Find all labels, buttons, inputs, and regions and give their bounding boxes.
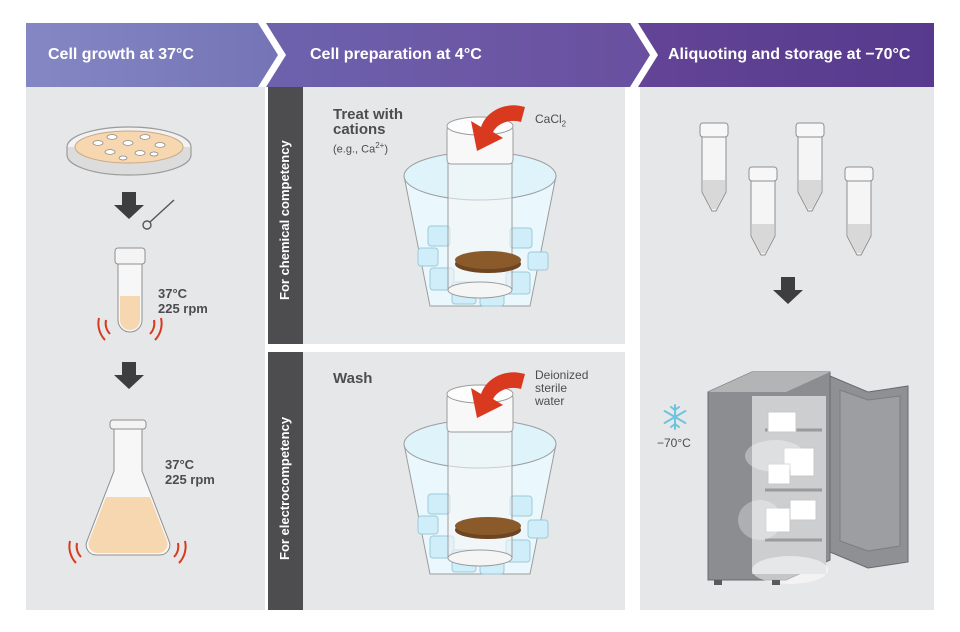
snowflake-icon: [663, 404, 687, 430]
reagent-line3: water: [535, 394, 565, 408]
tube-temperature: 37°C: [158, 286, 188, 301]
arrow-down-icon: [114, 362, 144, 389]
chemical-example: (e.g., Ca2+): [333, 141, 388, 156]
chemical-title-line1: Treat with: [333, 106, 404, 123]
header-growth-title: Cell growth at 37°C: [48, 46, 194, 63]
flask-temperature: 37°C: [165, 457, 195, 472]
reagent-line2: sterile: [535, 381, 568, 395]
erlenmeyer-flask-icon: [85, 419, 171, 556]
aliquot-tube-icon: [844, 166, 874, 256]
aliquot-tube-icon: [795, 122, 825, 212]
aliquot-tube-icon: [748, 166, 778, 256]
shaking-lines-icon: [68, 540, 187, 564]
header-prep-title: Cell preparation at 4°C: [310, 46, 482, 63]
reagent-line1: Deionized: [535, 368, 589, 382]
culture-tube-icon: [114, 247, 146, 333]
inoculation-loop-icon: [142, 199, 175, 230]
petri-dish-icon: [66, 126, 192, 176]
chemical-side-bar: [268, 87, 303, 344]
shaking-lines-icon: [97, 317, 163, 341]
arrow-down-icon: [773, 277, 803, 304]
tube-shaking-speed: 225 rpm: [158, 301, 208, 316]
electro-title: Wash: [333, 370, 373, 387]
flask-shaking-speed: 225 rpm: [165, 472, 215, 487]
aliquot-tube-icon: [699, 122, 729, 212]
electro-side-bar: [268, 352, 303, 610]
freezer-icon: [707, 371, 909, 585]
reagent-label: CaCl2: [535, 112, 567, 129]
ice-bucket-tube-icon: [403, 105, 557, 307]
header-storage-title: Aliquoting and storage at −70°C: [668, 46, 911, 63]
arrow-down-icon: [114, 192, 144, 219]
storage-temperature: −70°C: [657, 436, 691, 450]
ice-bucket-tube-icon: [403, 372, 557, 575]
chemical-title-line2: cations: [333, 121, 386, 138]
